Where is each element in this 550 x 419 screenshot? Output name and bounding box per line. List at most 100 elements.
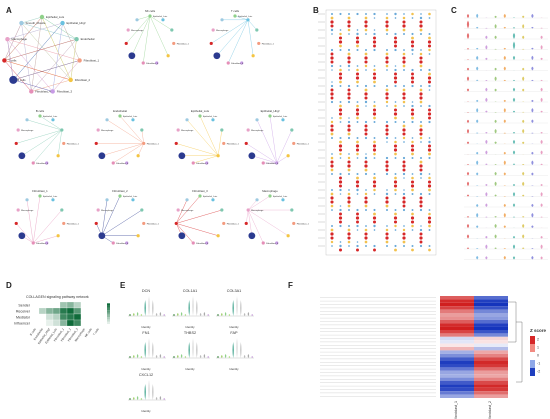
gene-violin (177, 355, 179, 358)
dotplot-point (364, 236, 368, 240)
subplot-edge (131, 15, 151, 56)
pathway-cell (440, 387, 474, 392)
gene-violin (236, 296, 238, 316)
dotplot-point (331, 189, 333, 191)
dotplot-point (402, 228, 406, 232)
subplot-node (222, 221, 226, 226)
dotplot-point (338, 248, 343, 252)
subplot-node (148, 14, 152, 18)
dotplot-point (356, 80, 359, 84)
violin-shape (494, 216, 497, 218)
dotplot-point (428, 137, 431, 139)
subplot-edge (248, 195, 271, 211)
dotplot-point (347, 24, 351, 28)
dotplot-point (411, 244, 414, 248)
pathway-cell (474, 340, 508, 344)
dotplot-point (372, 184, 377, 188)
heatmap-row-label: Influencer (14, 321, 31, 325)
violin-shape (522, 234, 525, 239)
dotplot-point (339, 68, 342, 72)
subplot-node (45, 241, 49, 245)
gene-violin (144, 384, 146, 400)
heatmap-colorbar-step (107, 317, 110, 320)
dotplot-point (385, 204, 389, 208)
pathway-cell (474, 391, 508, 395)
dotplot-point (330, 132, 334, 136)
dotplot-point (427, 184, 432, 188)
violin-shape (476, 55, 479, 60)
dotplot-point (420, 121, 422, 123)
pathway-cell (440, 377, 474, 381)
pathway-cell (474, 353, 508, 358)
dotplot-point (356, 68, 359, 72)
subplot-node (216, 154, 220, 158)
dotplot-point (338, 40, 343, 44)
subplot-node (140, 128, 144, 132)
dotplot-point (372, 144, 377, 148)
violin-shape (494, 76, 497, 81)
pathway-cell (474, 370, 508, 375)
dotplot-point (427, 148, 432, 152)
network-edge (21, 22, 77, 40)
violin-shape (494, 247, 497, 249)
dotplot-point (347, 120, 351, 124)
dotplot-point (385, 120, 389, 124)
gene-violin (163, 398, 165, 400)
dotplot-point (355, 40, 360, 44)
dotplot-point (347, 196, 351, 200)
dotplot-point (385, 228, 389, 232)
dotplot-point (364, 196, 368, 200)
violin-shape (503, 213, 506, 218)
gene-violin (173, 314, 175, 316)
heatmap-cell (45, 313, 54, 321)
violin-shape (494, 129, 497, 134)
dotplot-point (373, 44, 376, 48)
pathway-cell (440, 333, 474, 337)
zscore-legend-step (530, 368, 535, 376)
gene-violin (144, 300, 146, 316)
subplot-node (185, 198, 189, 202)
network-edge (62, 22, 80, 61)
violin-shape (485, 87, 488, 92)
dotplot-point (347, 60, 351, 64)
dotplot-point (373, 152, 376, 156)
subplot-node (290, 128, 294, 132)
pathway-cell (440, 374, 474, 378)
heatmap-col-label: T cells (92, 327, 100, 336)
dotplot-point (347, 228, 351, 232)
pathway-cell (474, 330, 508, 334)
subplot-node (155, 61, 159, 65)
subplot-node (292, 141, 296, 146)
dotplot-point (394, 72, 397, 76)
dotplot-point (338, 180, 343, 184)
violin-shape (503, 172, 506, 176)
dotplot-point (385, 52, 389, 56)
violin-shape (476, 151, 479, 155)
gene-violin (180, 312, 183, 316)
heatmap-cell (73, 307, 82, 315)
pathway-cell (440, 302, 474, 307)
violin-shape (485, 256, 488, 260)
pathway-cell (474, 374, 508, 378)
violin-shape (531, 66, 534, 71)
violin-shape (485, 216, 488, 218)
violin-shape (494, 119, 497, 123)
subplot-node-label: Epithelial_Luts (43, 115, 58, 118)
subplot-node (131, 198, 135, 202)
dotplot-point (427, 180, 432, 184)
gene-title: CXCL12 (139, 373, 153, 377)
subplot-node (205, 241, 209, 245)
pathway-column-label: Fibroblast_1 (454, 401, 458, 419)
network-node-label: Fibroblast_2 (75, 78, 91, 82)
dotplot-point (356, 12, 359, 16)
pathway-cell (440, 330, 474, 334)
subplot-edge (33, 209, 63, 244)
subplot-node-label: Fibroblast_1 (67, 142, 80, 145)
zscore-legend-step (530, 336, 535, 344)
heatmap-cell (94, 301, 103, 309)
dotplot-point (411, 188, 414, 192)
violin-shape (512, 55, 516, 60)
dotplot-point (428, 80, 431, 84)
dotplot-point (411, 108, 414, 112)
dotplot-point (347, 200, 351, 204)
